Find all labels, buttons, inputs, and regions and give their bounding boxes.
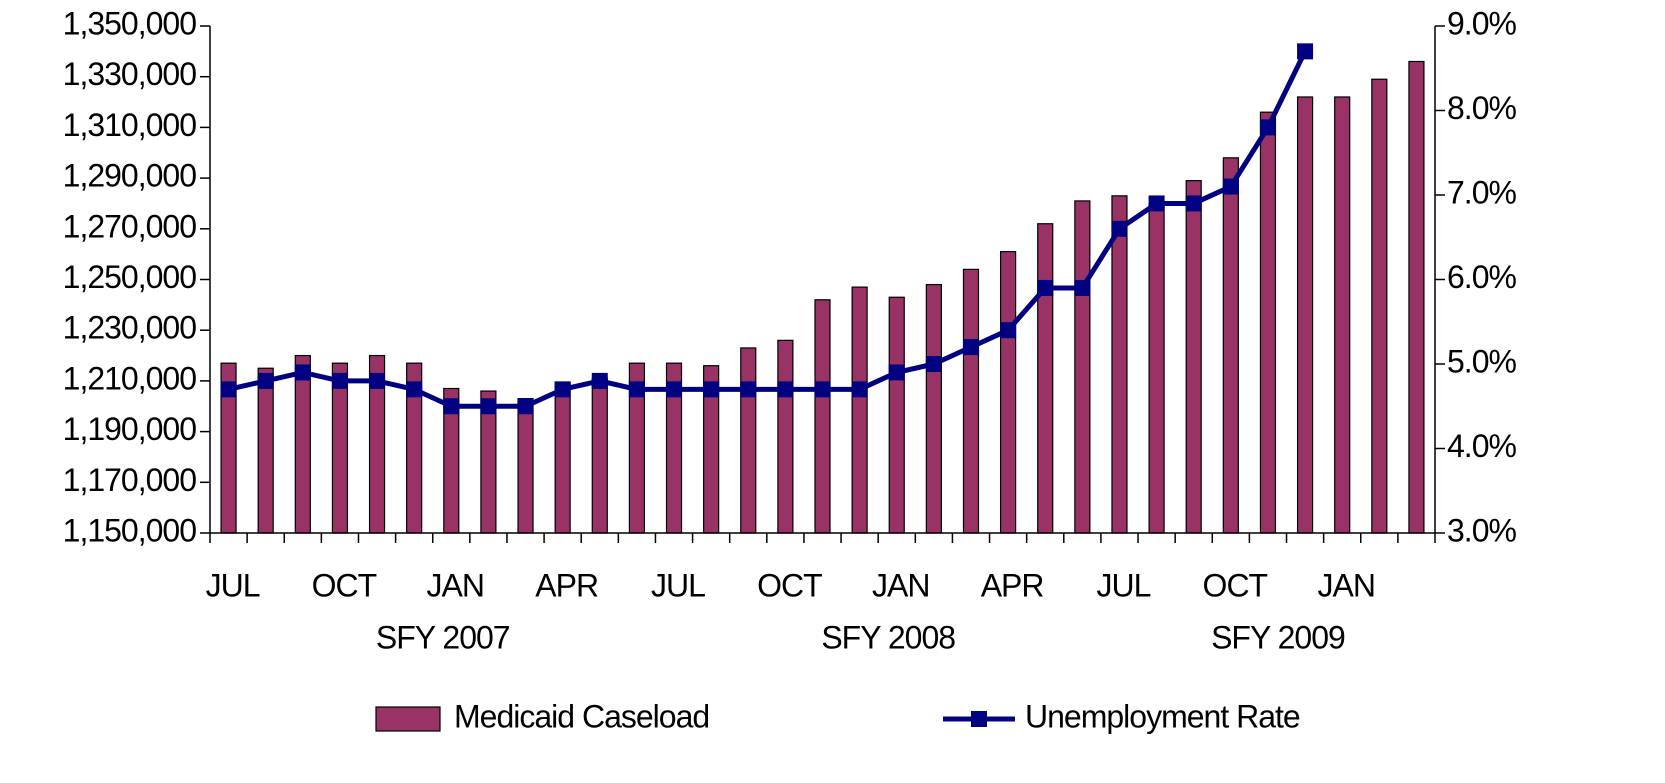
- bar: [777, 339, 794, 534]
- legend-swatch: [971, 711, 987, 727]
- x-tick-label: APR: [981, 567, 1044, 603]
- y-tick-label: 1,210,000: [63, 360, 197, 396]
- bar: [1371, 78, 1388, 534]
- bar: [1000, 251, 1017, 534]
- bar: [1148, 202, 1165, 534]
- bar: [814, 299, 831, 534]
- line-marker: [480, 398, 497, 415]
- bar: [962, 268, 980, 534]
- bar: [740, 347, 757, 534]
- legend-label: Medicaid Caseload: [454, 698, 709, 734]
- bar: [1074, 200, 1091, 534]
- x-group-label: SFY 2008: [821, 619, 955, 655]
- y-tick-label: 1,150,000: [63, 512, 197, 548]
- line: [228, 50, 1308, 409]
- x-tick-label: OCT: [312, 567, 377, 603]
- y-tick-label: 1,190,000: [63, 411, 197, 447]
- x-group-label: SFY 2009: [1211, 619, 1345, 655]
- x-group-label: SFY 2007: [376, 619, 510, 655]
- bar: [591, 377, 608, 534]
- x-tick-label: APR: [535, 567, 598, 603]
- bar: [925, 283, 942, 534]
- x-tick-label: JAN: [872, 567, 929, 603]
- line-marker: [628, 381, 645, 398]
- line-marker: [1111, 220, 1128, 237]
- line-marker: [851, 381, 868, 398]
- legend-label: Unemployment Rate: [1025, 698, 1300, 734]
- line-marker: [294, 364, 311, 381]
- legend-swatch: [375, 706, 441, 732]
- line-marker: [814, 381, 831, 398]
- line-marker: [1037, 279, 1054, 296]
- line-marker: [1185, 195, 1202, 212]
- y2-tick-label: 4.0%: [1447, 428, 1516, 464]
- bar: [1185, 180, 1202, 534]
- line-marker: [220, 381, 237, 398]
- bar: [257, 367, 274, 534]
- bar: [517, 398, 534, 534]
- line-marker: [369, 372, 386, 389]
- line-marker: [1259, 119, 1276, 136]
- y-tick-label: 1,330,000: [63, 56, 197, 92]
- bar: [1408, 60, 1425, 534]
- bar: [888, 296, 905, 534]
- line-marker: [443, 398, 460, 415]
- y2-tick-label: 8.0%: [1447, 90, 1516, 126]
- x-tick-label: OCT: [1203, 567, 1268, 603]
- line-marker: [1297, 43, 1314, 60]
- x-tick-label: JAN: [427, 567, 484, 603]
- bar: [851, 286, 868, 534]
- line-marker: [1148, 195, 1165, 212]
- y2-tick-label: 9.0%: [1447, 5, 1516, 41]
- x-tick-label: JUL: [1097, 567, 1151, 603]
- y-tick-label: 1,250,000: [63, 259, 197, 295]
- line-marker: [703, 381, 720, 398]
- bar: [1296, 96, 1314, 534]
- line-marker: [925, 356, 942, 372]
- line-marker: [666, 381, 683, 398]
- bar: [294, 354, 311, 534]
- line-marker: [591, 372, 608, 389]
- y-tick-label: 1,290,000: [63, 158, 197, 194]
- line-marker: [888, 364, 905, 381]
- bar: [1222, 157, 1239, 534]
- x-tick-label: JAN: [1317, 567, 1374, 603]
- y-tick-label: 1,170,000: [63, 462, 197, 498]
- y-tick-label: 1,310,000: [63, 107, 197, 143]
- line-marker: [1074, 279, 1091, 296]
- line-marker: [331, 372, 348, 389]
- line-marker: [1000, 322, 1017, 339]
- x-tick-label: JUL: [651, 567, 705, 603]
- line-marker: [406, 381, 423, 398]
- y2-tick-label: 6.0%: [1447, 259, 1516, 295]
- y-tick-label: 1,350,000: [63, 5, 197, 41]
- y2-tick-label: 7.0%: [1447, 174, 1516, 210]
- line-marker: [554, 381, 571, 398]
- line-marker: [962, 339, 979, 356]
- line-marker: [257, 372, 274, 389]
- y-tick-label: 1,230,000: [63, 310, 197, 346]
- line-marker: [777, 381, 794, 398]
- x-tick-label: JUL: [206, 567, 260, 603]
- bar: [1111, 195, 1128, 534]
- x-tick-label: OCT: [757, 567, 822, 603]
- bar: [554, 382, 571, 534]
- line-marker: [1222, 178, 1239, 195]
- y2-tick-label: 5.0%: [1447, 343, 1516, 379]
- bar: [1259, 111, 1277, 534]
- line-marker: [517, 398, 534, 415]
- bar: [1037, 223, 1054, 534]
- bar: [1334, 96, 1351, 534]
- y2-tick-label: 3.0%: [1447, 512, 1516, 548]
- y-tick-label: 1,270,000: [63, 208, 197, 244]
- line-marker: [740, 381, 757, 398]
